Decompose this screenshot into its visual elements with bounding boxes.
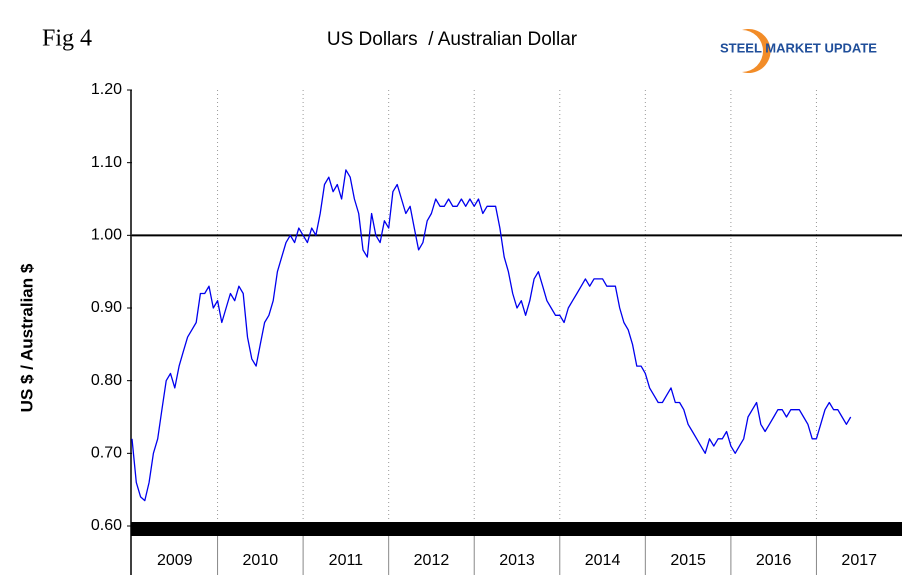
y-tick-label: 0.60 bbox=[91, 517, 122, 534]
x-tick-label: 2016 bbox=[756, 552, 792, 569]
y-tick-label: 0.90 bbox=[91, 299, 122, 316]
figure-label: Fig 4 bbox=[42, 26, 92, 52]
y-tick-label: 0.80 bbox=[91, 372, 122, 389]
data-line bbox=[131, 169, 852, 502]
x-tick-label: 2017 bbox=[841, 552, 877, 569]
x-tick-label: 2010 bbox=[243, 552, 279, 569]
y-tick-label: 0.70 bbox=[91, 445, 122, 462]
x-tick-label: 2012 bbox=[414, 552, 450, 569]
x-tick-label: 2011 bbox=[329, 552, 364, 569]
logo-text: STEEL MARKET UPDATE bbox=[720, 40, 877, 55]
chart-title: US Dollars / Australian Dollar bbox=[327, 29, 578, 50]
x-tick-label: 2013 bbox=[499, 552, 535, 569]
x-axis-band bbox=[131, 522, 902, 536]
y-tick-label: 1.20 bbox=[91, 81, 122, 98]
logo-swirl bbox=[742, 29, 771, 74]
y-axis-label: US $ / Australian $ bbox=[17, 263, 36, 412]
x-tick-label: 2015 bbox=[670, 552, 706, 569]
x-tick-label: 2014 bbox=[585, 552, 621, 569]
y-tick-label: 1.10 bbox=[91, 154, 122, 171]
y-tick-label: 1.00 bbox=[91, 227, 122, 244]
logo: STEEL MARKET UPDATE bbox=[720, 29, 877, 74]
x-tick-label: 2009 bbox=[157, 552, 193, 569]
